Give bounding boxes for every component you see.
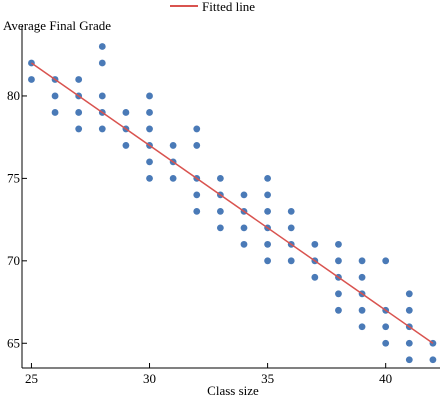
data-point xyxy=(405,290,413,298)
data-point xyxy=(169,174,177,182)
data-point xyxy=(146,174,153,182)
data-point xyxy=(358,257,366,265)
x-tick-label: 40 xyxy=(379,371,392,386)
data-point xyxy=(98,43,106,50)
data-point xyxy=(358,323,366,331)
data-point xyxy=(75,125,83,133)
data-point xyxy=(311,240,319,248)
fitted-line xyxy=(31,62,434,344)
data-point xyxy=(240,240,248,248)
x-tick-label: 30 xyxy=(143,371,156,386)
data-point xyxy=(75,109,83,116)
data-point xyxy=(122,109,130,116)
data-point xyxy=(405,339,413,347)
data-point xyxy=(382,339,390,347)
data-point xyxy=(311,273,319,281)
x-tick-label: 25 xyxy=(25,371,38,386)
data-point xyxy=(264,207,272,215)
data-point xyxy=(264,191,272,199)
axes xyxy=(21,26,440,369)
data-point xyxy=(287,207,295,215)
data-point xyxy=(146,158,153,166)
data-point xyxy=(335,306,342,314)
data-point xyxy=(216,224,224,232)
x-axis-title: Class size xyxy=(207,383,259,398)
data-point xyxy=(146,109,153,116)
data-point xyxy=(405,356,413,364)
data-point xyxy=(51,92,59,100)
data-point xyxy=(429,356,437,364)
data-point xyxy=(193,207,201,215)
data-point xyxy=(216,174,224,182)
data-point xyxy=(382,257,390,265)
data-point xyxy=(169,142,177,149)
data-point xyxy=(122,142,130,149)
y-tick-label: 75 xyxy=(7,170,20,185)
data-point xyxy=(193,125,201,133)
data-point xyxy=(51,109,59,116)
data-point xyxy=(98,92,106,100)
data-point xyxy=(98,125,106,133)
data-point xyxy=(405,306,413,314)
data-point xyxy=(358,306,366,314)
data-point xyxy=(335,257,342,265)
data-point xyxy=(264,257,272,265)
data-point xyxy=(146,92,153,100)
y-tick-label: 80 xyxy=(7,88,20,103)
data-point xyxy=(98,59,106,67)
data-point xyxy=(240,191,248,199)
data-point xyxy=(358,273,366,281)
ticks-layer: 25 30 35 40 65 70 75 80 xyxy=(7,88,392,386)
y-tick-label: 65 xyxy=(7,335,20,350)
y-tick-label: 70 xyxy=(7,253,20,268)
data-point xyxy=(335,290,342,298)
fitted-line-layer xyxy=(31,62,434,344)
data-point xyxy=(193,191,201,199)
data-point xyxy=(75,76,83,83)
x-tick-label: 35 xyxy=(261,371,274,386)
y-axis-title: Average Final Grade xyxy=(3,18,111,33)
data-point xyxy=(28,76,35,83)
data-point xyxy=(193,142,201,149)
data-point xyxy=(264,174,272,182)
data-point xyxy=(216,207,224,215)
data-point xyxy=(240,224,248,232)
data-point xyxy=(264,240,272,248)
legend-label: Fitted line xyxy=(202,0,255,14)
data-point xyxy=(146,125,153,133)
data-point xyxy=(335,240,342,248)
data-point xyxy=(287,224,295,232)
data-point xyxy=(382,323,390,331)
legend: Fitted line xyxy=(170,0,255,14)
data-point xyxy=(287,257,295,265)
